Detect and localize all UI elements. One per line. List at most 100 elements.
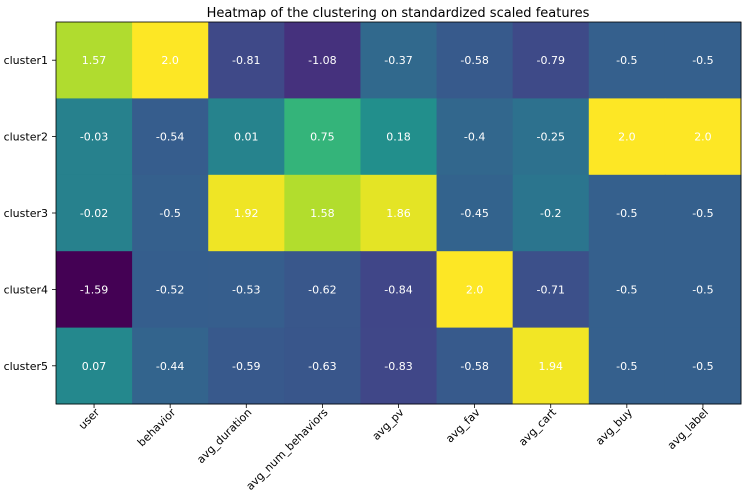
cell-label: 1.92 (234, 207, 259, 220)
heatmap-cell-cluster5-avg_duration (208, 327, 285, 405)
cell-label: -0.79 (536, 54, 564, 67)
heatmap-cell-cluster3-avg_label (664, 174, 742, 252)
heatmap-cell-cluster1-avg_label (664, 22, 742, 99)
x-tick-label: avg_pv (370, 406, 407, 443)
heatmap-cell-cluster1-avg_duration (208, 22, 285, 99)
cell-label: 2.0 (466, 283, 484, 296)
heatmap-cell-cluster1-avg_pv (360, 22, 438, 99)
cell-label: -1.59 (80, 283, 108, 296)
cell-label: 2.0 (618, 131, 636, 144)
heatmap-cell-cluster1-user (56, 22, 133, 99)
chart-title: Heatmap of the clustering on standardize… (207, 6, 590, 21)
heatmap-cell-cluster5-avg_fav (436, 327, 514, 405)
cell-label: -0.54 (156, 131, 184, 144)
heatmap-cell-cluster4-avg_duration (208, 251, 285, 329)
y-tick-label: cluster3 (4, 207, 48, 220)
cell-label: -0.03 (80, 131, 108, 144)
heatmap-cell-cluster5-user (56, 327, 133, 405)
heatmap-cell-cluster3-avg_fav (436, 174, 514, 252)
heatmap-cell-cluster3-avg_duration (208, 174, 285, 252)
cell-label: 2.0 (694, 131, 712, 144)
heatmap-cell-cluster3-avg_buy (588, 174, 666, 252)
heatmap-cell-cluster2-avg_duration (208, 98, 285, 176)
x-tick-label: avg_num_behaviors (244, 406, 331, 493)
cell-label: -0.84 (384, 283, 412, 296)
cell-label: -0.5 (692, 360, 713, 373)
cell-label: -0.2 (540, 207, 561, 220)
cell-label: 2.0 (161, 54, 179, 67)
heatmap-cell-cluster3-behavior (132, 174, 209, 252)
heatmap-cell-cluster5-avg_num_behaviors (284, 327, 361, 405)
heatmap-cell-cluster1-avg_fav (436, 22, 514, 99)
cell-label: 0.01 (234, 131, 259, 144)
heatmap-cell-cluster2-avg_fav (436, 98, 514, 176)
y-tick-label: cluster4 (4, 283, 48, 296)
y-tick-label: cluster5 (4, 360, 48, 373)
cell-label: -0.5 (692, 207, 713, 220)
heatmap-cell-cluster3-avg_num_behaviors (284, 174, 361, 252)
cell-label: -0.5 (616, 360, 637, 373)
cell-label: -0.81 (232, 54, 260, 67)
x-tick-label: user (76, 406, 102, 432)
heatmap-cell-cluster4-avg_num_behaviors (284, 251, 361, 329)
cell-label: -0.59 (232, 360, 260, 373)
heatmap-cell-cluster3-user (56, 174, 133, 252)
cell-label: -0.5 (159, 207, 180, 220)
heatmap-cell-cluster5-avg_cart (512, 327, 590, 405)
heatmap-cell-cluster1-behavior (132, 22, 209, 99)
cell-label: -0.45 (460, 207, 488, 220)
heatmap-cell-cluster4-user (56, 251, 133, 329)
cell-label: -0.83 (384, 360, 412, 373)
heatmap-cell-cluster3-avg_cart (512, 174, 590, 252)
heatmap-cell-cluster2-behavior (132, 98, 209, 176)
x-tick-label: avg_cart (516, 405, 559, 448)
heatmap-cell-cluster4-avg_fav (436, 251, 514, 329)
y-axis: cluster1 cluster2 cluster3 cluster4 cluster5 (4, 54, 56, 373)
cell-label: -0.5 (616, 283, 637, 296)
cell-label: -0.58 (460, 54, 488, 67)
cell-label: -0.44 (156, 360, 184, 373)
heatmap-cell-cluster4-avg_label (664, 251, 742, 329)
cell-label: 1.57 (82, 54, 107, 67)
cell-label: 1.86 (386, 207, 411, 220)
cell-label: 1.58 (310, 207, 335, 220)
cell-label: -0.37 (384, 54, 412, 67)
y-tick-label: cluster1 (4, 54, 48, 67)
x-axis: user behavior avg_durationavg_num_behavior… (76, 404, 711, 493)
heatmap-cell-cluster5-avg_buy (588, 327, 666, 405)
x-tick-label: avg_duration (194, 406, 254, 466)
heatmap-cell-cluster4-avg_pv (360, 251, 438, 329)
x-tick-label: avg_fav (443, 406, 483, 446)
cell-label: -0.71 (536, 283, 564, 296)
heatmap-cell-cluster5-avg_label (664, 327, 742, 405)
cell-label: -0.02 (80, 207, 108, 220)
heatmap-cell-cluster2-avg_pv (360, 98, 438, 176)
cell-label: -0.4 (464, 131, 485, 144)
cell-label: -0.52 (156, 283, 184, 296)
heatmap-cell-cluster5-behavior (132, 327, 209, 405)
heatmap-cell-cluster1-avg_cart (512, 22, 590, 99)
cell-label: 0.07 (82, 360, 107, 373)
x-tick-label: avg_buy (593, 406, 635, 448)
cell-label: -0.5 (692, 54, 713, 67)
y-tick-label: cluster2 (4, 131, 48, 144)
x-tick-label: avg_label (665, 406, 711, 452)
heatmap-cell-cluster1-avg_buy (588, 22, 666, 99)
cell-label: -0.58 (460, 360, 488, 373)
cell-label: 1.94 (538, 360, 563, 373)
cell-label: -1.08 (308, 54, 336, 67)
heatmap-cell-cluster2-avg_label (664, 98, 742, 176)
heatmap-cell-cluster2-avg_num_behaviors (284, 98, 361, 176)
x-tick-label: behavior (135, 406, 179, 450)
cell-labels: 1.57 2.0 -0.81 -1.08 -0.37 -0.58 -0.79 -0.5 -0.5… (80, 54, 714, 373)
heatmap-cell-cluster3-avg_pv (360, 174, 438, 252)
cell-label: 0.18 (386, 131, 411, 144)
heatmap-cell-cluster2-avg_buy (588, 98, 666, 176)
cell-label: -0.5 (616, 207, 637, 220)
heatmap-cell-cluster4-behavior (132, 251, 209, 329)
cell-label: -0.63 (308, 360, 336, 373)
heatmap-cell-cluster4-avg_buy (588, 251, 666, 329)
heatmap-cell-cluster2-avg_cart (512, 98, 590, 176)
heatmap-cell-cluster4-avg_cart (512, 251, 590, 329)
